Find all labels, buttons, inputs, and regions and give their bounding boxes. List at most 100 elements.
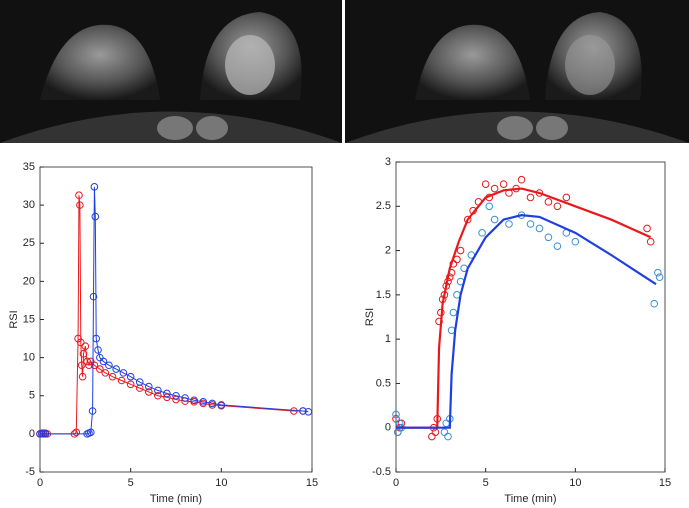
data-point [208, 399, 217, 408]
data-point [76, 201, 84, 209]
mri-image-right [345, 0, 689, 143]
data-point [91, 212, 100, 221]
y-tick-label: 25 [23, 237, 35, 249]
data-point [90, 361, 99, 370]
y-tick-label: 2.5 [376, 200, 391, 212]
data-point [490, 215, 499, 224]
x-tick-label: 10 [569, 477, 581, 489]
data-point [535, 224, 544, 233]
data-point [490, 184, 499, 193]
data-point [99, 357, 108, 366]
data-point [154, 386, 162, 395]
data-point [77, 338, 85, 347]
data-point [77, 361, 86, 370]
x-tick-label: 5 [128, 477, 134, 489]
data-point [544, 198, 553, 206]
data-point [79, 350, 88, 358]
y-tick-label: 1.5 [376, 289, 391, 301]
data-point [154, 391, 162, 400]
data-point [446, 273, 454, 281]
data-point [90, 183, 99, 191]
data-point [526, 193, 535, 202]
data-point [650, 299, 659, 308]
data-point [654, 268, 662, 277]
data-point [145, 388, 153, 396]
data-point [92, 334, 101, 343]
data-point [117, 376, 126, 385]
data-point [172, 391, 180, 400]
data-point [544, 233, 553, 242]
data-point [72, 428, 81, 437]
data-point [553, 242, 562, 250]
data-point [485, 202, 494, 211]
plot-area [39, 166, 313, 473]
mri-image-left [0, 0, 342, 143]
y-axis-label: RSI [364, 308, 376, 326]
data-point [463, 215, 472, 224]
y-tick-label: -5 [25, 466, 35, 478]
y-tick-label: 0 [385, 422, 391, 434]
data-point [553, 202, 562, 211]
y-tick-label: 0.5 [376, 377, 391, 389]
series-line [396, 214, 657, 429]
data-point [74, 334, 82, 343]
data-point [481, 180, 490, 188]
data-point [94, 346, 102, 354]
y-tick-label: 20 [23, 275, 35, 287]
data-point [571, 237, 580, 246]
data-point [392, 410, 400, 419]
x-axis-label: Time (min) [150, 493, 202, 505]
data-point [75, 191, 83, 200]
data-point [499, 180, 508, 188]
data-point [41, 430, 50, 438]
x-tick-label: 10 [215, 477, 227, 489]
data-point [449, 308, 458, 317]
data-point [105, 361, 113, 370]
y-tick-label: 30 [23, 199, 35, 211]
y-tick-label: 15 [23, 313, 35, 325]
data-point [96, 365, 104, 373]
y-tick-label: 10 [23, 352, 35, 364]
data-point [431, 428, 440, 436]
x-tick-label: 0 [393, 477, 399, 489]
y-tick-label: -0.5 [372, 466, 391, 478]
data-point [108, 372, 117, 381]
data-point [126, 372, 135, 381]
data-point [299, 407, 307, 415]
y-tick-label: 0 [29, 428, 35, 440]
data-point [217, 401, 226, 409]
data-point [435, 317, 443, 326]
y-tick-label: 2 [385, 244, 391, 256]
data-point [181, 394, 189, 402]
x-tick-label: 15 [306, 477, 318, 489]
data-point [135, 378, 144, 386]
data-point [562, 193, 571, 202]
data-point [505, 220, 513, 228]
data-point [478, 229, 486, 237]
data-point [517, 175, 526, 184]
data-point [304, 407, 313, 416]
data-point [526, 220, 535, 228]
data-point [190, 396, 198, 405]
data-point [395, 419, 404, 428]
data-point [444, 432, 452, 441]
data-point [85, 361, 93, 370]
y-tick-label: 35 [23, 161, 35, 173]
data-point [646, 237, 655, 246]
data-point [78, 372, 87, 381]
data-point [643, 224, 651, 233]
y-tick-label: 5 [29, 390, 35, 402]
data-point [83, 357, 91, 366]
x-tick-label: 5 [483, 477, 489, 489]
data-point [655, 273, 664, 281]
data-point [145, 382, 153, 391]
y-tick-label: 1 [385, 333, 391, 345]
data-point [81, 342, 90, 350]
data-point [119, 369, 128, 377]
data-point [456, 246, 465, 255]
y-axis-label: RSI [8, 310, 20, 328]
series-line [40, 186, 309, 435]
